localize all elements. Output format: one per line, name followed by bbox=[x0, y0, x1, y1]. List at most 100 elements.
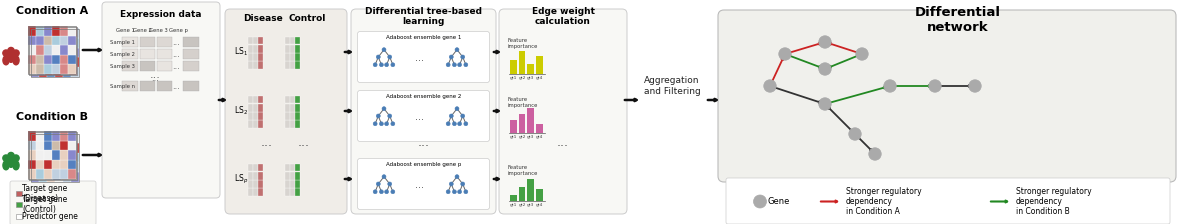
Bar bbox=[54, 143, 62, 153]
Bar bbox=[528, 64, 534, 74]
Bar bbox=[536, 189, 542, 201]
Bar bbox=[68, 131, 76, 141]
Bar bbox=[60, 65, 68, 74]
Bar bbox=[253, 37, 258, 44]
Bar bbox=[253, 120, 258, 128]
Bar bbox=[30, 153, 38, 162]
Bar bbox=[36, 26, 44, 36]
Bar bbox=[258, 164, 263, 171]
Text: gt2: gt2 bbox=[518, 202, 526, 207]
Circle shape bbox=[464, 63, 468, 67]
Bar bbox=[286, 112, 290, 120]
Bar bbox=[37, 151, 46, 161]
Bar bbox=[62, 162, 71, 172]
Bar bbox=[28, 150, 36, 160]
Bar bbox=[122, 49, 138, 59]
Bar bbox=[30, 134, 38, 143]
Bar bbox=[47, 57, 54, 67]
Bar bbox=[36, 36, 44, 45]
Bar bbox=[258, 61, 263, 69]
Bar bbox=[46, 56, 53, 66]
Bar bbox=[139, 49, 155, 59]
Ellipse shape bbox=[8, 158, 14, 167]
Bar bbox=[286, 53, 290, 61]
Bar bbox=[70, 142, 77, 151]
Circle shape bbox=[818, 36, 832, 48]
Bar bbox=[47, 38, 54, 48]
Circle shape bbox=[464, 190, 468, 194]
Bar bbox=[36, 65, 44, 74]
Circle shape bbox=[8, 153, 14, 159]
FancyBboxPatch shape bbox=[102, 2, 220, 198]
Text: ...: ... bbox=[172, 62, 180, 71]
Bar bbox=[52, 26, 60, 36]
Bar bbox=[182, 49, 198, 59]
Bar bbox=[68, 36, 76, 45]
Bar bbox=[253, 180, 258, 188]
Bar bbox=[53, 161, 61, 171]
Bar bbox=[38, 162, 47, 172]
Bar bbox=[70, 151, 77, 161]
Bar bbox=[286, 61, 290, 69]
Bar bbox=[70, 37, 77, 46]
Bar bbox=[47, 48, 54, 57]
Bar bbox=[53, 132, 61, 142]
Bar bbox=[37, 142, 46, 151]
Bar bbox=[248, 112, 253, 120]
Bar bbox=[28, 169, 36, 179]
Bar bbox=[29, 161, 37, 171]
Bar bbox=[70, 56, 77, 66]
Bar bbox=[248, 188, 253, 196]
Bar bbox=[38, 153, 47, 162]
Text: Adaboost ensemble gene 1: Adaboost ensemble gene 1 bbox=[386, 34, 461, 39]
Circle shape bbox=[379, 122, 383, 126]
Bar bbox=[28, 131, 76, 179]
Text: gt3: gt3 bbox=[527, 75, 534, 80]
Bar bbox=[248, 61, 253, 69]
Circle shape bbox=[377, 55, 380, 59]
Text: Control: Control bbox=[288, 14, 325, 23]
Text: Sample n: Sample n bbox=[110, 84, 134, 88]
Bar bbox=[37, 171, 46, 180]
Bar bbox=[248, 120, 253, 128]
Bar bbox=[29, 132, 77, 180]
Bar bbox=[52, 141, 60, 150]
Bar bbox=[295, 37, 300, 44]
Bar bbox=[62, 28, 71, 38]
Text: Feature
importance: Feature importance bbox=[508, 97, 539, 108]
Text: Sample 1: Sample 1 bbox=[110, 39, 134, 45]
Text: Edge weight
calculation: Edge weight calculation bbox=[532, 7, 594, 26]
Bar bbox=[68, 45, 76, 55]
Text: LS$_p$: LS$_p$ bbox=[234, 172, 248, 185]
Bar bbox=[36, 169, 44, 179]
Circle shape bbox=[883, 80, 896, 92]
Bar bbox=[52, 160, 60, 169]
Text: LS$_2$: LS$_2$ bbox=[234, 105, 248, 117]
Circle shape bbox=[449, 182, 454, 186]
Bar bbox=[47, 143, 54, 153]
Bar bbox=[61, 66, 70, 75]
Bar bbox=[37, 132, 46, 142]
Bar bbox=[44, 45, 52, 55]
Bar bbox=[182, 37, 198, 47]
Text: LS$_1$: LS$_1$ bbox=[234, 46, 248, 58]
Bar bbox=[47, 162, 54, 172]
Bar bbox=[36, 131, 44, 141]
Bar bbox=[248, 172, 253, 180]
Bar bbox=[258, 45, 263, 53]
Bar bbox=[290, 164, 295, 171]
Bar bbox=[518, 114, 526, 133]
Text: Gene 2: Gene 2 bbox=[132, 28, 151, 33]
Bar bbox=[62, 57, 71, 67]
Text: ...: ... bbox=[172, 82, 180, 90]
Bar bbox=[295, 45, 300, 53]
Bar bbox=[536, 56, 542, 74]
Bar bbox=[38, 67, 47, 77]
Bar bbox=[47, 67, 54, 77]
Bar bbox=[44, 65, 52, 74]
Bar bbox=[61, 37, 70, 46]
Circle shape bbox=[385, 63, 389, 67]
Bar bbox=[61, 132, 70, 142]
Circle shape bbox=[373, 63, 377, 67]
Circle shape bbox=[754, 195, 767, 208]
